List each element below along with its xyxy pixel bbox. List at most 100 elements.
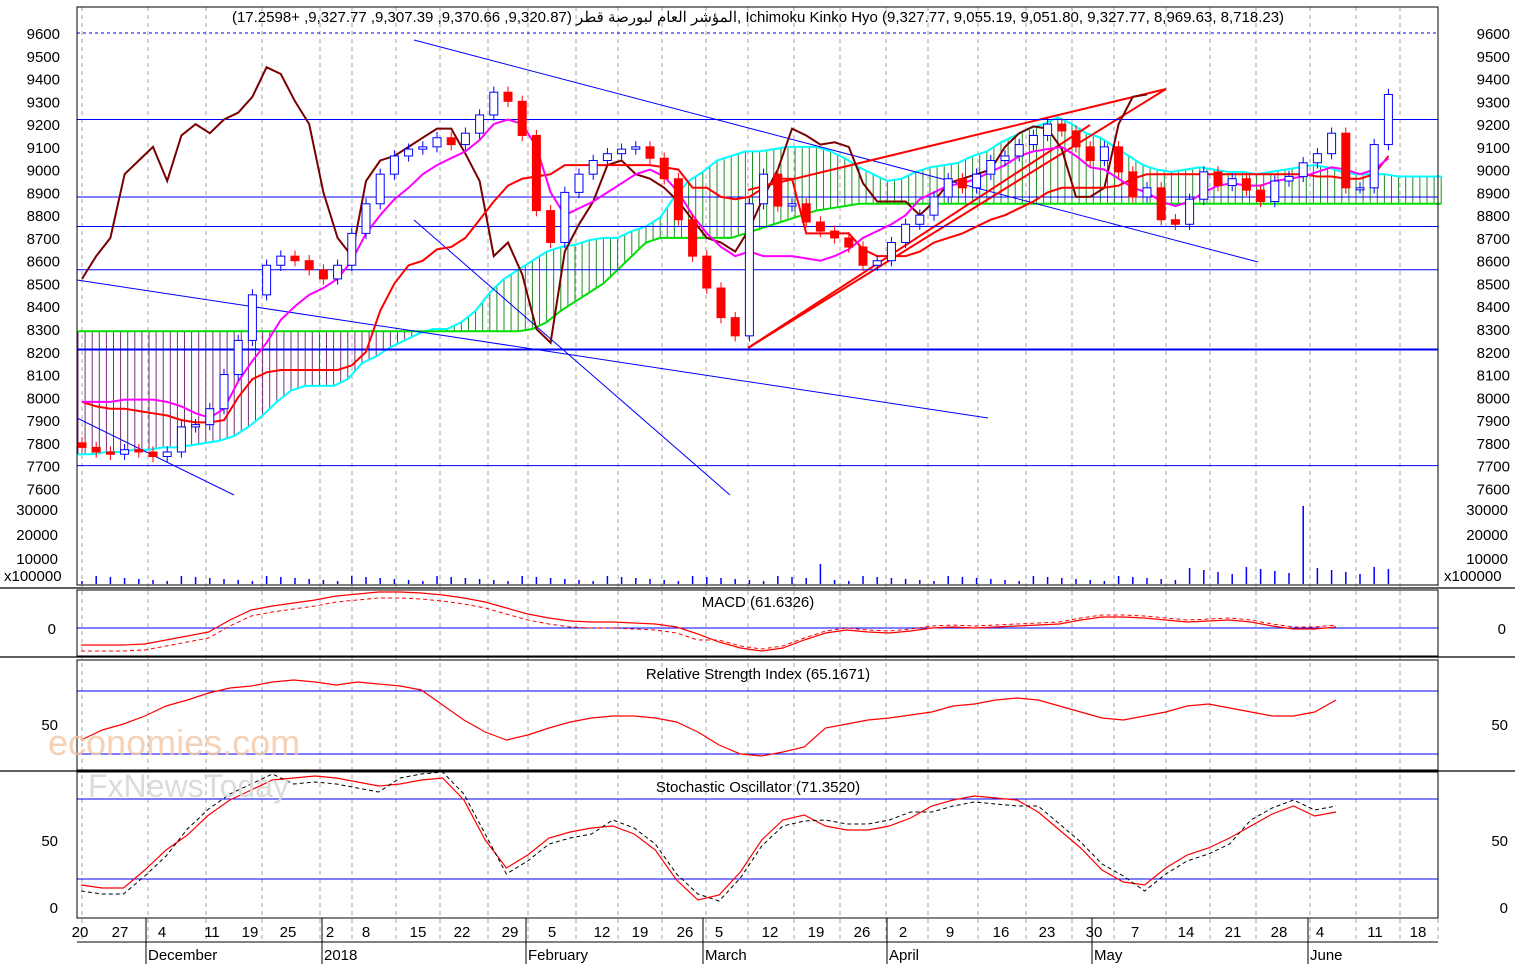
axis-labels: المؤشر العام لبورصة قطر (9,320.87, 9,370… xyxy=(4,9,1510,964)
candle-body xyxy=(986,160,996,175)
candle-body xyxy=(716,287,726,319)
watermark-fxnewstoday: FxNewsToday xyxy=(88,768,289,804)
candle-body xyxy=(432,137,442,148)
y-tick-right: 8100 xyxy=(1477,368,1510,385)
candle-body xyxy=(1057,123,1067,132)
candle-body xyxy=(1227,178,1237,187)
rsi-line xyxy=(80,679,1337,757)
candle-body xyxy=(730,317,740,337)
panel-frame xyxy=(76,771,1439,919)
x-day-tick: 20 xyxy=(72,924,89,941)
trend-line xyxy=(413,219,731,496)
candle-body xyxy=(844,237,854,248)
panel-frames xyxy=(0,6,1515,943)
stoch-d-line xyxy=(80,771,1337,902)
candle-body xyxy=(418,146,428,150)
candle-body xyxy=(361,203,371,234)
x-month-label: 2018 xyxy=(324,947,357,964)
x-month-label: May xyxy=(1094,947,1123,964)
y-tick-right: 9500 xyxy=(1477,49,1510,66)
x-day-tick: 8 xyxy=(362,924,370,941)
x-day-tick: 18 xyxy=(1410,924,1427,941)
candle-body xyxy=(901,223,911,243)
candle-body xyxy=(702,255,712,289)
candle-body xyxy=(1185,198,1195,225)
y-tick-left: 9000 xyxy=(27,163,60,180)
candle-body xyxy=(1085,146,1095,162)
y-tick-right: 8400 xyxy=(1477,299,1510,316)
candle-body xyxy=(574,173,584,193)
candle-body xyxy=(815,221,825,232)
candle-body xyxy=(517,100,527,136)
y-tick-left: 9500 xyxy=(27,49,60,66)
candle-body xyxy=(972,173,982,189)
candle-body xyxy=(105,451,115,455)
volume-unit-right: x100000 xyxy=(1444,568,1502,585)
x-day-tick: 11 xyxy=(1367,924,1383,941)
x-month-label: June xyxy=(1310,947,1343,964)
candle-body xyxy=(1369,144,1379,189)
x-month-label: December xyxy=(148,947,217,964)
y-tick-right: 9000 xyxy=(1477,163,1510,180)
candle-body xyxy=(886,241,896,262)
main-title: المؤشر العام لبورصة قطر (9,320.87, 9,370… xyxy=(232,9,1284,26)
candle-body xyxy=(830,230,840,239)
candle-body xyxy=(148,451,158,458)
candle-body xyxy=(1000,155,1010,162)
x-day-tick: 28 xyxy=(1271,924,1288,941)
indicator-lines xyxy=(77,591,1438,902)
y-tick-right: 7900 xyxy=(1477,413,1510,430)
candle-body xyxy=(1028,134,1038,146)
candle-body xyxy=(460,132,470,146)
stoch-tick-right: 50 xyxy=(1491,833,1508,850)
chikou-line xyxy=(81,65,1148,345)
tenkan-line xyxy=(82,118,1390,419)
x-day-tick: 25 xyxy=(280,924,297,941)
candle-body xyxy=(1043,123,1053,136)
y-tick-left: 9400 xyxy=(27,72,60,89)
candle-body xyxy=(1341,132,1351,189)
candle-body xyxy=(318,269,328,280)
y-tick-left: 8900 xyxy=(27,185,60,202)
candle-body xyxy=(489,91,499,116)
candle-body xyxy=(1170,219,1180,225)
x-day-tick: 19 xyxy=(242,924,259,941)
candle-body xyxy=(915,214,925,225)
rsi-tick-left: 50 xyxy=(41,717,58,734)
y-tick-left: 9100 xyxy=(27,140,60,157)
x-day-tick: 2 xyxy=(899,924,907,941)
candle-body xyxy=(588,160,598,175)
candle-body xyxy=(1327,132,1337,155)
y-tick-left: 8500 xyxy=(27,276,60,293)
volume-bars xyxy=(81,506,1390,584)
volume-tick-right: 10000 xyxy=(1466,551,1508,568)
x-month-label: February xyxy=(528,947,589,964)
candle-body xyxy=(333,264,343,280)
candle-body xyxy=(617,148,627,155)
x-month-label: March xyxy=(705,947,747,964)
candle-body xyxy=(475,114,485,134)
candle-body xyxy=(531,134,541,212)
y-tick-right: 7600 xyxy=(1477,481,1510,498)
candle-body xyxy=(943,178,953,198)
candle-body xyxy=(560,191,570,243)
candle-body xyxy=(688,219,698,257)
stoch-tick-left: 0 xyxy=(50,900,58,917)
y-tick-left: 7600 xyxy=(27,481,60,498)
y-tick-left: 8800 xyxy=(27,208,60,225)
candle-body xyxy=(546,210,556,243)
y-tick-right: 8700 xyxy=(1477,231,1510,248)
candle-body xyxy=(1256,189,1266,202)
x-day-tick: 30 xyxy=(1086,924,1103,941)
rsi-tick-right: 50 xyxy=(1491,717,1508,734)
candle-body xyxy=(1128,171,1138,198)
candle-body xyxy=(801,203,811,223)
x-day-tick: 21 xyxy=(1225,924,1242,941)
y-tick-left: 9300 xyxy=(27,94,60,111)
macd-title: MACD (61.6326) xyxy=(702,594,815,611)
candle-body xyxy=(347,232,357,266)
x-day-tick: 11 xyxy=(204,924,220,941)
y-tick-right: 8800 xyxy=(1477,208,1510,225)
macd-line xyxy=(81,591,1337,652)
